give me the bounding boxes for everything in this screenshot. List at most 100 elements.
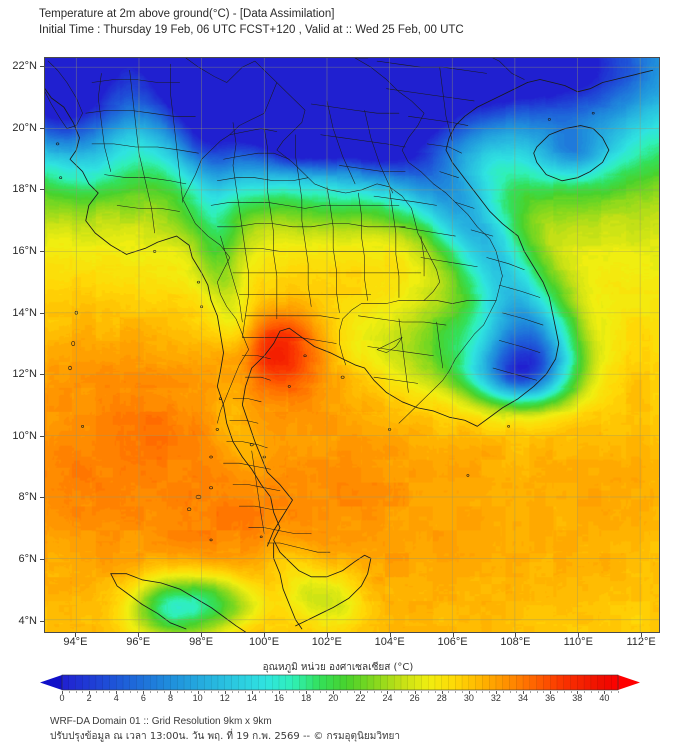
colorbar-tick-mark [577,691,579,694]
lon-tick-mark [75,633,77,637]
colorbar-minor-tick [475,691,477,693]
lat-tick-label: 4°N [18,614,37,627]
lon-tick-label: 112°E [626,636,656,648]
colorbar-minor-tick [238,691,240,693]
lon-tick-mark [326,633,328,637]
colorbar-minor-tick [380,691,382,693]
colorbar-tick-mark [251,691,253,694]
colorbar-tick-label: 34 [518,693,529,703]
colorbar-tick-label: 38 [572,693,583,703]
colorbar-minor-tick [184,691,186,693]
colorbar-minor-tick [353,691,355,693]
colorbar-tick-label: 24 [382,693,393,703]
footer-credit: ปรับปรุงข้อมูล ณ เวลา 13:00น. วัน พฤ. ที… [50,731,401,742]
lon-tick-mark [264,633,265,637]
colorbar-minor-tick [136,691,138,693]
lat-tick-mark [40,312,44,314]
lon-tick-mark [452,633,454,637]
graticule-grid [45,58,659,632]
colorbar-minor-tick [272,691,274,693]
lat-tick-label: 14°N [12,306,37,319]
footer-model-info: WRF-DA Domain 01 :: Grid Resolution 9km … [50,716,272,727]
lon-tick-mark [389,633,391,637]
colorbar-minor-tick [82,691,84,693]
colorbar-minor-tick [190,691,192,693]
colorbar-minor-tick [156,691,158,693]
colorbar-minor-tick [455,691,457,693]
lat-tick-label: 20°N [12,121,37,134]
colorbar-tick-mark [333,691,335,694]
colorbar-tick-label: 0 [59,693,65,703]
colorbar-tick-label: 12 [219,693,230,703]
lat-tick-label: 16°N [12,245,37,258]
lon-tick-label: 100°E [248,636,280,648]
lon-tick-label: 94°E [63,636,88,648]
colorbar-tick-mark [89,691,91,694]
colorbar-tick-mark [441,691,443,694]
colorbar-tick-mark [523,691,525,694]
lat-tick-mark [40,559,44,561]
lat-tick-label: 6°N [18,553,37,566]
lon-tick-mark [138,633,140,637]
latitude-axis: 4°N 6°N 8°N 10°N 12°N 14°N 16°N 18°N 20°N 22°N [0,0,44,756]
lon-tick-label: 96°E [126,636,151,648]
page-title: Temperature at 2m above ground(°C) - [Da… [39,8,335,20]
lat-tick-label: 10°N [12,429,37,442]
colorbar-minor-tick [570,691,572,693]
colorbar-minor-tick [597,691,599,693]
colorbar-minor-tick [123,691,125,693]
colorbar-tick-label: 28 [436,693,447,703]
lat-tick-mark [40,374,44,376]
colorbar-minor-tick [319,691,321,693]
colorbar-tick-label: 36 [545,693,556,703]
colorbar-tick-label: 40 [599,693,610,703]
colorbar-minor-tick [516,691,518,693]
colorbar-minor-tick [489,691,491,693]
colorbar-minor-tick [211,691,213,693]
colorbar-tick-label: 14 [246,693,257,703]
colorbar-tick-mark [306,691,308,694]
colorbar[interactable] [40,674,640,691]
colorbar-tick-label: 26 [409,693,420,703]
lat-tick-mark [40,66,44,68]
colorbar-minor-tick [346,691,348,693]
lat-tick-mark [40,251,44,253]
chart-subtitle: Initial Time : Thursday 19 Feb, 06 UTC F… [39,24,464,36]
colorbar-minor-tick [394,691,396,693]
coastline-and-borders-overlay [45,58,654,632]
colorbar-minor-tick [407,691,409,693]
colorbar-tick-mark [143,691,145,694]
colorbar-minor-tick [75,691,77,693]
colorbar-minor-tick [590,691,592,693]
colorbar-tick-label: 18 [301,693,312,703]
colorbar-minor-tick [448,691,450,693]
colorbar-tick-mark [550,691,552,694]
colorbar-tick-mark [116,691,118,694]
colorbar-minor-tick [618,691,619,693]
colorbar-minor-tick [150,691,152,693]
colorbar-minor-tick [312,691,314,693]
lat-tick-label: 8°N [18,491,37,504]
colorbar-minor-tick [109,691,111,693]
colorbar-minor-tick [502,691,504,693]
colorbar-minor-tick [95,691,97,693]
lon-tick-label: 98°E [189,636,214,648]
colorbar-minor-tick [462,691,464,693]
colorbar-minor-tick [231,691,233,693]
colorbar-tick-label: 32 [490,693,501,703]
lon-tick-label: 106°E [437,636,468,648]
colorbar-tick-mark [387,691,389,694]
colorbar-tick-label: 20 [328,693,339,703]
colorbar-minor-tick [292,691,294,693]
map-plot-area[interactable] [44,57,660,633]
colorbar-minor-tick [421,691,423,693]
colorbar-tick-label: 4 [113,693,119,703]
colorbar-minor-tick [102,691,104,693]
colorbar-minor-tick [285,691,287,693]
colorbar-minor-tick [536,691,538,693]
footer-block: WRF-DA Domain 01 :: Grid Resolution 9km … [50,714,650,744]
colorbar-tick-label: 2 [86,693,92,703]
colorbar-tick-label: 30 [463,693,474,703]
colorbar-tick-mark [414,691,416,694]
